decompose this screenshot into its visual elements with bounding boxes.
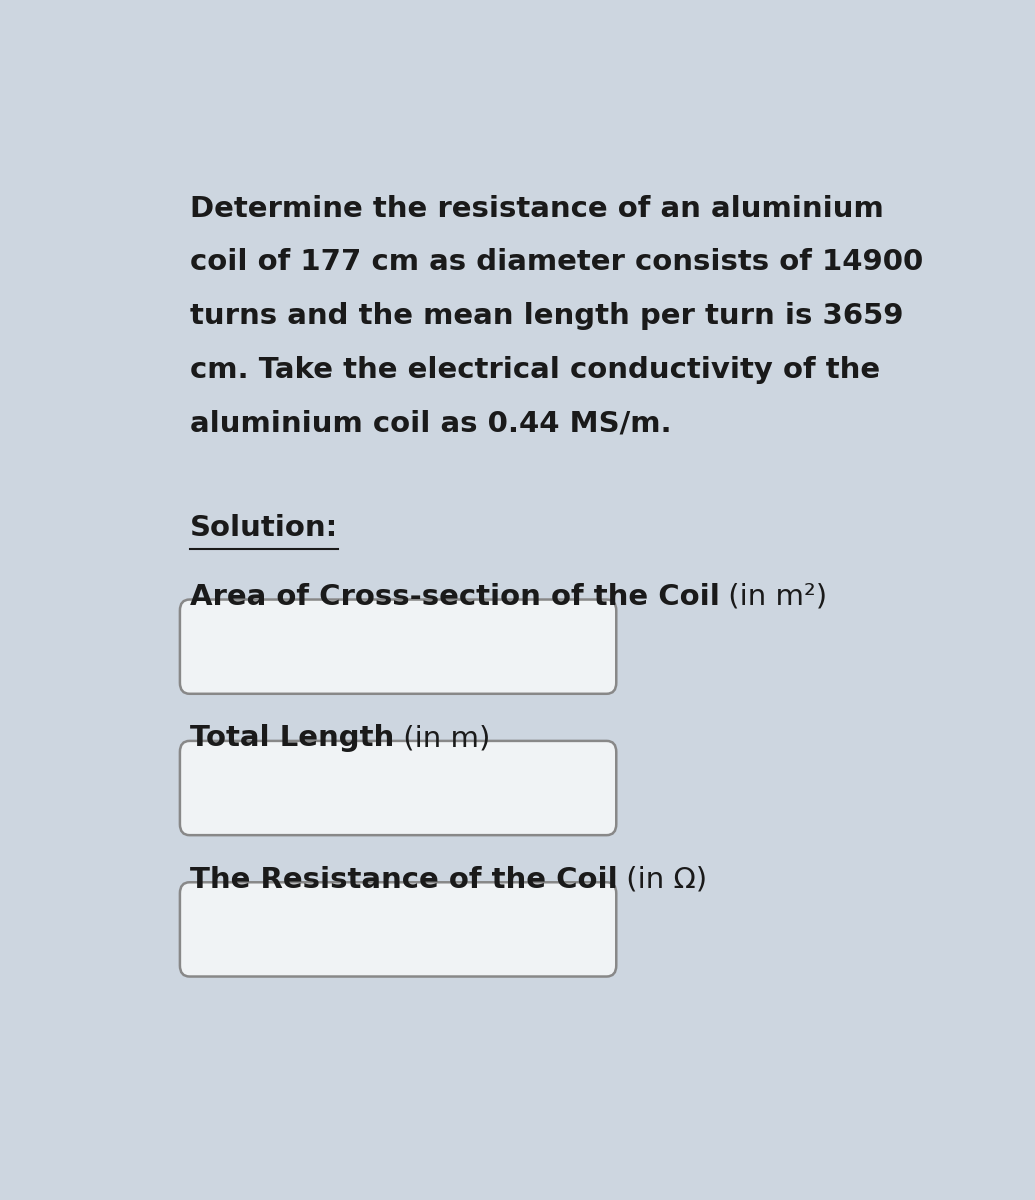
- Text: aluminium coil as 0.44 MS/m.: aluminium coil as 0.44 MS/m.: [189, 409, 671, 437]
- Text: (in m): (in m): [393, 725, 491, 752]
- Text: The Resistance of the Coil: The Resistance of the Coil: [189, 865, 617, 894]
- Text: Area of Cross-section of the Coil: Area of Cross-section of the Coil: [189, 583, 719, 611]
- Text: Solution:: Solution:: [189, 514, 337, 541]
- FancyBboxPatch shape: [180, 882, 616, 977]
- Text: Solution:: Solution:: [189, 514, 337, 541]
- Text: turns and the mean length per turn is 3659: turns and the mean length per turn is 36…: [189, 302, 903, 330]
- Text: (in m²): (in m²): [719, 583, 828, 611]
- FancyBboxPatch shape: [180, 600, 616, 694]
- Text: Total Length: Total Length: [189, 725, 393, 752]
- FancyBboxPatch shape: [180, 740, 616, 835]
- Text: Determine the resistance of an aluminium: Determine the resistance of an aluminium: [189, 194, 883, 223]
- Text: cm. Take the electrical conductivity of the: cm. Take the electrical conductivity of …: [189, 355, 880, 384]
- Text: coil of 177 cm as diameter consists of 14900: coil of 177 cm as diameter consists of 1…: [189, 248, 923, 276]
- Text: (in Ω): (in Ω): [617, 865, 707, 894]
